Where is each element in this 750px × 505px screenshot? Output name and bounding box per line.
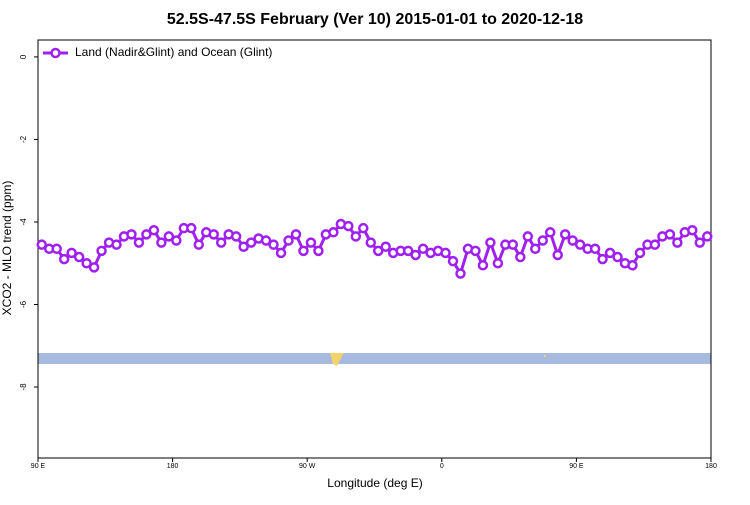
y-tick-label: -6	[19, 300, 28, 308]
point	[544, 227, 556, 238]
point	[455, 268, 466, 279]
point	[477, 260, 489, 271]
point	[133, 237, 145, 248]
x-tick-label: 180	[167, 463, 179, 470]
x-tick-label: 90 W	[299, 463, 316, 470]
point	[148, 224, 160, 236]
point	[612, 251, 623, 263]
x-axis-label: Longitude (deg E)	[327, 476, 422, 490]
point	[73, 251, 85, 263]
point	[260, 235, 272, 246]
point	[440, 247, 451, 259]
plot-frame	[37, 39, 712, 459]
point	[402, 245, 414, 257]
point	[58, 253, 70, 265]
point	[305, 237, 317, 248]
x-tick-label: 0	[440, 463, 444, 470]
point	[283, 235, 294, 246]
point	[470, 245, 481, 257]
point	[410, 249, 421, 261]
point	[365, 237, 377, 248]
point	[574, 239, 586, 250]
point	[328, 227, 339, 238]
point	[649, 239, 661, 250]
y-tick-label: -2	[19, 135, 28, 143]
point	[522, 231, 534, 242]
point	[163, 231, 175, 242]
point	[186, 222, 197, 234]
point	[290, 229, 302, 240]
point	[589, 243, 601, 255]
point	[485, 237, 496, 248]
y-tick-label: -8	[19, 383, 28, 391]
point	[36, 239, 47, 250]
point	[313, 245, 324, 257]
point	[141, 229, 152, 240]
point	[298, 245, 309, 257]
legend-marker	[50, 47, 61, 59]
x-tick-label: 90 E	[569, 463, 584, 470]
point	[567, 235, 578, 246]
point	[111, 239, 122, 250]
y-axis-label: XCO2 - MLO trend (ppm)	[0, 181, 14, 316]
point	[215, 237, 227, 248]
point	[343, 220, 354, 232]
point	[597, 253, 608, 265]
point	[96, 245, 107, 257]
point	[230, 231, 242, 242]
point	[171, 235, 182, 246]
point	[372, 245, 384, 257]
point	[694, 237, 706, 248]
point	[275, 247, 287, 259]
point	[380, 241, 391, 252]
point	[51, 243, 62, 255]
y-tick-label: -4	[19, 218, 28, 226]
point	[627, 260, 638, 271]
land-strip	[38, 353, 711, 366]
point	[687, 224, 698, 236]
ocean-band	[38, 353, 711, 364]
point	[358, 222, 369, 234]
point	[634, 247, 646, 259]
point	[350, 231, 362, 242]
x-tick-label: 180	[705, 463, 717, 470]
point	[530, 243, 541, 255]
point	[537, 235, 548, 246]
point	[245, 237, 257, 248]
point	[88, 262, 100, 273]
land-patch	[330, 353, 344, 366]
point	[156, 237, 167, 248]
legend-label: Land (Nadir&Glint) and Ocean (Glint)	[75, 45, 272, 59]
point	[604, 247, 616, 259]
point	[66, 247, 77, 259]
point	[702, 231, 713, 242]
point	[552, 249, 563, 261]
x-tick-label: 90 E	[31, 463, 46, 470]
point	[208, 229, 219, 240]
point	[193, 239, 205, 250]
point	[507, 239, 519, 250]
point	[664, 229, 676, 240]
point	[238, 241, 249, 252]
point	[515, 251, 526, 263]
land-patch	[544, 355, 546, 357]
chart-title: 52.5S-47.5S February (Ver 10) 2015-01-01…	[167, 11, 583, 28]
point	[447, 255, 459, 267]
point	[559, 229, 571, 240]
point	[672, 237, 683, 248]
point	[417, 243, 429, 255]
y-tick-label: 0	[19, 54, 28, 59]
point	[492, 257, 504, 269]
point	[126, 229, 137, 240]
point	[268, 239, 279, 250]
point	[81, 257, 92, 269]
